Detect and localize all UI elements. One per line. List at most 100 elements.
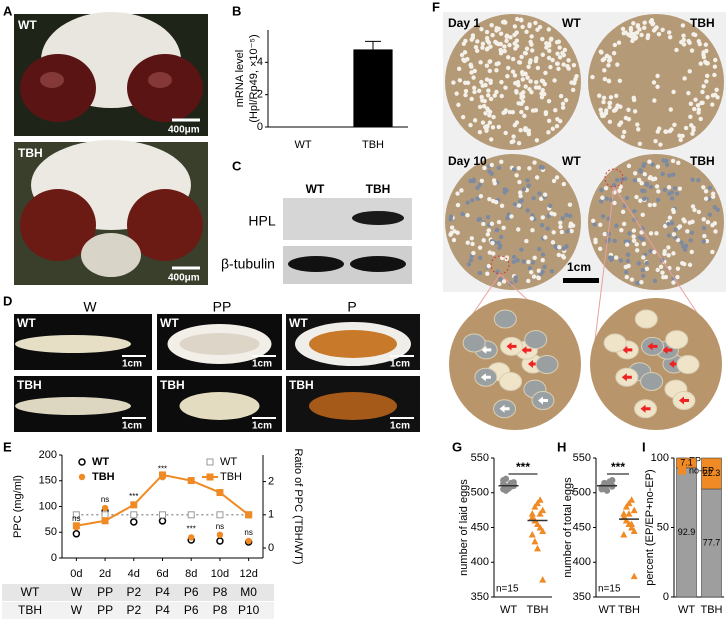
egg [474, 48, 480, 53]
egg [676, 160, 681, 166]
egg [639, 32, 644, 38]
egg [491, 114, 496, 120]
egg [614, 177, 620, 183]
point [630, 572, 638, 580]
point [130, 501, 138, 509]
egg [632, 171, 638, 176]
point [622, 503, 630, 510]
point [159, 511, 166, 519]
egg [625, 252, 631, 257]
point [531, 503, 539, 510]
legend-label: TBH [92, 471, 115, 483]
egg [518, 127, 523, 133]
egg [557, 45, 562, 50]
egg [516, 101, 521, 106]
egg [667, 30, 672, 35]
egg [469, 64, 474, 69]
egg [471, 177, 476, 183]
egg [456, 66, 462, 72]
egg [655, 267, 660, 273]
egg [488, 96, 494, 102]
egg [637, 141, 643, 146]
egg [524, 46, 530, 51]
photo-label: TBH [690, 154, 715, 168]
egg [485, 123, 490, 129]
table-cell: P8 [213, 603, 228, 617]
egg [502, 19, 507, 24]
egg [543, 110, 549, 115]
egg [522, 50, 528, 56]
scale-label: 400μm [168, 125, 200, 136]
panel-letter: I [642, 439, 646, 454]
egg [671, 209, 676, 215]
scale-label: 1cm [390, 421, 410, 432]
egg [632, 178, 638, 183]
egg [515, 79, 521, 85]
egg [479, 26, 484, 32]
egg [527, 166, 532, 171]
photo-label: TBH [160, 378, 185, 392]
egg [539, 196, 544, 202]
egg [600, 214, 606, 219]
egg [490, 125, 496, 130]
arrow [669, 360, 679, 368]
egg [712, 205, 717, 210]
egg [534, 56, 539, 61]
egg [554, 175, 560, 180]
egg [667, 173, 672, 178]
egg [655, 164, 661, 169]
tick-label: 400 [573, 556, 591, 568]
egg [540, 87, 545, 93]
egg [502, 44, 507, 49]
significance: *** [611, 460, 625, 474]
point [187, 477, 195, 485]
point [601, 479, 608, 487]
egg [554, 39, 560, 45]
tick-label: 350 [573, 591, 591, 603]
egg [539, 78, 545, 83]
egg [486, 263, 491, 269]
significance: ns [244, 528, 252, 537]
egg [652, 98, 657, 103]
egg [533, 20, 538, 26]
egg [517, 179, 522, 185]
egg [656, 31, 662, 37]
egg [480, 120, 486, 125]
egg [687, 262, 693, 268]
egg [689, 48, 695, 53]
egg [630, 38, 635, 44]
egg [648, 231, 654, 236]
point [502, 475, 510, 483]
table-cell: P8 [213, 585, 228, 599]
egg [631, 238, 637, 243]
scale-label: 1cm [252, 421, 272, 432]
egg [491, 178, 497, 183]
egg [641, 241, 647, 247]
egg [527, 60, 533, 65]
egg [560, 216, 565, 221]
egg [520, 24, 525, 30]
egg [463, 92, 468, 98]
egg [485, 232, 490, 237]
egg [671, 89, 676, 95]
egg [543, 235, 548, 240]
egg [526, 64, 531, 70]
bar [353, 49, 393, 127]
egg [486, 228, 492, 233]
egg [593, 239, 598, 245]
egg [471, 250, 476, 256]
egg [641, 255, 646, 260]
value-label: 92.9 [678, 527, 696, 537]
point [216, 531, 224, 539]
panel-letter: F [432, 0, 440, 14]
egg [701, 52, 706, 57]
egg [566, 58, 571, 63]
egg [689, 230, 695, 235]
tick-label: 50 [45, 526, 57, 538]
egg [472, 118, 478, 123]
egg [682, 219, 687, 224]
egg [628, 27, 634, 33]
egg [480, 41, 486, 47]
egg [668, 107, 673, 112]
photo-label: WT [18, 18, 37, 32]
